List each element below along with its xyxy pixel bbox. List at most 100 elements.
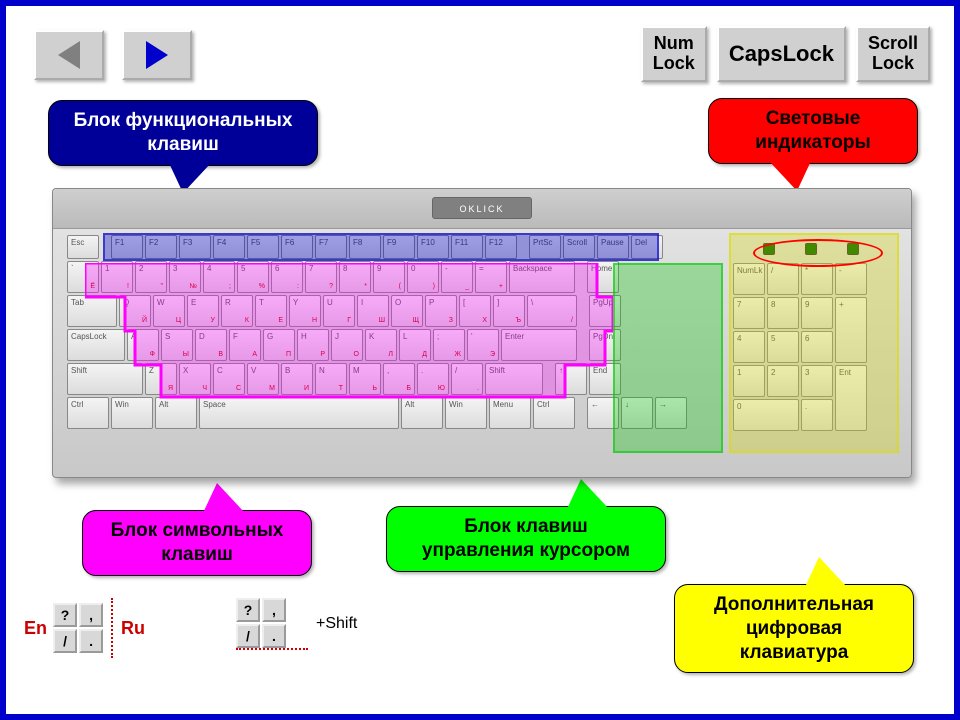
key: - bbox=[835, 263, 867, 295]
key: Backspace bbox=[509, 261, 575, 293]
callout-numpad: Дополнительнаяцифроваяклавиатура bbox=[674, 584, 914, 673]
key: NТ bbox=[315, 363, 347, 395]
key: + bbox=[835, 297, 867, 363]
key: 9 bbox=[801, 297, 833, 329]
key: F4 bbox=[213, 235, 245, 259]
legend-shift: ?,/. +Shift bbox=[236, 598, 357, 650]
key: XЧ bbox=[179, 363, 211, 395]
callout-label: Блок символьныхклавиш bbox=[111, 520, 284, 565]
key: ← bbox=[587, 397, 619, 429]
key: Pause bbox=[597, 235, 629, 259]
key: \/ bbox=[527, 295, 577, 327]
key: Del bbox=[631, 235, 663, 259]
key: BИ bbox=[281, 363, 313, 395]
key: 6 bbox=[801, 331, 833, 363]
key: PgUp bbox=[589, 295, 621, 327]
prev-button[interactable] bbox=[34, 30, 104, 80]
key: 0 bbox=[733, 399, 799, 431]
key: ]Ъ bbox=[493, 295, 525, 327]
key: PrtSc bbox=[529, 235, 561, 259]
key: Tab bbox=[67, 295, 117, 327]
key: 5% bbox=[237, 261, 269, 293]
keyboard-keys: EscF1F2F3F4F5F6F7F8F9F10F11F12PrtScScrol… bbox=[67, 235, 897, 463]
key: 9( bbox=[373, 261, 405, 293]
key: LД bbox=[399, 329, 431, 361]
key: 0) bbox=[407, 261, 439, 293]
legend-key: . bbox=[79, 629, 103, 653]
key: 8* bbox=[339, 261, 371, 293]
scroll-lock-indicator: ScrollLock bbox=[856, 26, 930, 82]
key: RК bbox=[221, 295, 253, 327]
key: CapsLock bbox=[67, 329, 125, 361]
key: KЛ bbox=[365, 329, 397, 361]
key: 7? bbox=[305, 261, 337, 293]
key: F1 bbox=[111, 235, 143, 259]
key: Ent bbox=[835, 365, 867, 431]
key: Esc bbox=[67, 235, 99, 259]
key: Menu bbox=[489, 397, 531, 429]
keyboard: OKLICK EscF1F2F3F4F5F6F7F8F9F10F11F12Prt… bbox=[52, 188, 912, 478]
key: Space bbox=[199, 397, 399, 429]
key: F5 bbox=[247, 235, 279, 259]
key: [Х bbox=[459, 295, 491, 327]
key: / bbox=[767, 263, 799, 295]
key: Ctrl bbox=[67, 397, 109, 429]
legend-key: ? bbox=[53, 603, 77, 627]
key: F7 bbox=[315, 235, 347, 259]
key: ↓ bbox=[621, 397, 653, 429]
legend-key: , bbox=[262, 598, 286, 622]
key: GП bbox=[263, 329, 295, 361]
key: Alt bbox=[401, 397, 443, 429]
legend-key: / bbox=[236, 624, 260, 648]
key: 1 bbox=[733, 365, 765, 397]
key: PЗ bbox=[425, 295, 457, 327]
key: 2 bbox=[767, 365, 799, 397]
legend-key: / bbox=[53, 629, 77, 653]
legend-en-label: En bbox=[24, 618, 47, 639]
key: F8 bbox=[349, 235, 381, 259]
key: 8 bbox=[767, 297, 799, 329]
keyboard-top-strip: OKLICK bbox=[53, 189, 911, 229]
keyboard-brand: OKLICK bbox=[432, 197, 532, 219]
caps-lock-indicator: CapsLock bbox=[717, 26, 846, 82]
key: F2 bbox=[145, 235, 177, 259]
key: SЫ bbox=[161, 329, 193, 361]
key: 7 bbox=[733, 297, 765, 329]
key: Win bbox=[111, 397, 153, 429]
key: DВ bbox=[195, 329, 227, 361]
key: Alt bbox=[155, 397, 197, 429]
legend-key: , bbox=[79, 603, 103, 627]
key: . bbox=[801, 399, 833, 431]
key: UГ bbox=[323, 295, 355, 327]
arrow-left-icon bbox=[58, 41, 80, 69]
callout-symbols: Блок символьныхклавиш bbox=[82, 510, 312, 576]
key: IШ bbox=[357, 295, 389, 327]
legend-key: ? bbox=[236, 598, 260, 622]
key: 4 bbox=[733, 331, 765, 363]
key: Scroll bbox=[563, 235, 595, 259]
key: Enter bbox=[501, 329, 577, 361]
key: 6: bbox=[271, 261, 303, 293]
callout-cursor: Блок клавишуправления курсором bbox=[386, 506, 666, 572]
key: JО bbox=[331, 329, 363, 361]
key: `Ё bbox=[67, 261, 99, 293]
key: * bbox=[801, 263, 833, 295]
key: EУ bbox=[187, 295, 219, 327]
key: PgDn bbox=[589, 329, 621, 361]
key: VМ bbox=[247, 363, 279, 395]
callout-indicators: Световыеиндикаторы bbox=[708, 98, 918, 164]
key: Win bbox=[445, 397, 487, 429]
key: HР bbox=[297, 329, 329, 361]
callout-label: Блок функциональныхклавиш bbox=[74, 110, 293, 155]
key: 2" bbox=[135, 261, 167, 293]
arrow-right-icon bbox=[146, 41, 168, 69]
key: End bbox=[589, 363, 621, 395]
callout-label: Дополнительнаяцифроваяклавиатура bbox=[714, 594, 874, 663]
key: Shift bbox=[485, 363, 543, 395]
key: ↑ bbox=[555, 363, 587, 395]
key: F3 bbox=[179, 235, 211, 259]
callout-label: Световыеиндикаторы bbox=[755, 108, 870, 153]
next-button[interactable] bbox=[122, 30, 192, 80]
callout-label: Блок клавишуправления курсором bbox=[422, 516, 630, 561]
key: 3№ bbox=[169, 261, 201, 293]
